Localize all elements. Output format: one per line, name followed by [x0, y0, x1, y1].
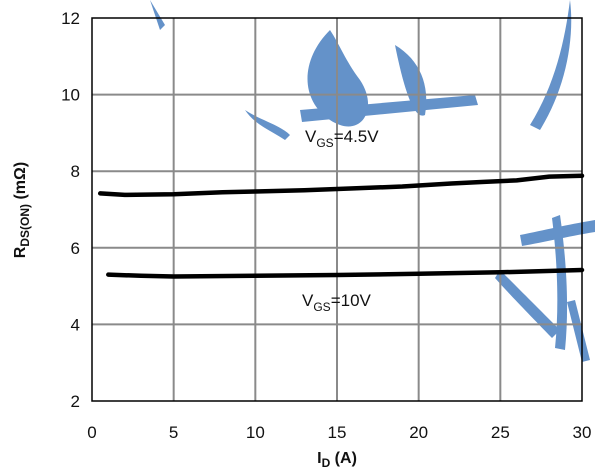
- x-tick-label: 20: [409, 423, 428, 442]
- x-tick-labels: 0 5 10 15 20 25 30: [87, 423, 591, 442]
- y-tick-label: 8: [71, 162, 80, 181]
- watermark-stroke: [495, 270, 560, 338]
- watermark-stroke: [245, 110, 290, 140]
- plot-frame: [91, 17, 583, 402]
- watermark-stroke: [300, 95, 478, 122]
- series-annotation-vgs-10v: VGS=10V: [302, 291, 372, 314]
- watermark-stroke: [150, 0, 165, 30]
- y-tick-label: 2: [71, 392, 80, 411]
- watermark-stroke: [567, 300, 590, 362]
- x-tick-label: 0: [87, 423, 96, 442]
- grid: [92, 18, 582, 401]
- watermark-stroke: [530, 0, 572, 130]
- x-tick-label: 10: [246, 423, 265, 442]
- y-tick-label: 4: [71, 315, 80, 334]
- y-tick-label: 10: [61, 86, 80, 105]
- x-axis-label: ID (A): [317, 450, 357, 470]
- series-annotation-vgs-4.5v: VGS=4.5V: [305, 127, 379, 150]
- y-tick-label: 12: [61, 9, 80, 28]
- y-tick-labels: 2 4 6 8 10 12: [61, 9, 80, 411]
- series-line-1: [106, 267, 585, 279]
- x-tick-label: 25: [491, 423, 510, 442]
- y-axis-label: RDS(ON) (mΩ): [12, 162, 32, 258]
- series-line-0: [97, 173, 585, 198]
- x-tick-label: 5: [169, 423, 178, 442]
- x-tick-label: 30: [573, 423, 592, 442]
- x-tick-label: 15: [328, 423, 347, 442]
- y-tick-label: 6: [71, 239, 80, 258]
- series-layer: [97, 173, 585, 279]
